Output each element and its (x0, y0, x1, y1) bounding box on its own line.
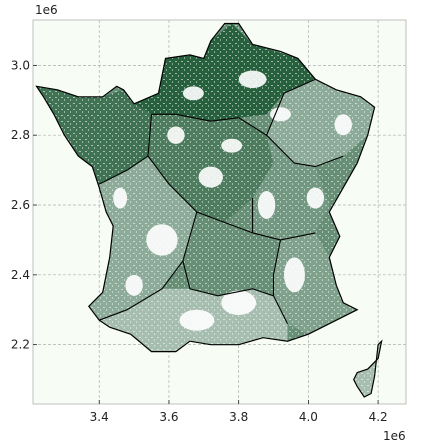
region-border (266, 134, 344, 168)
y-offset-label: 1e6 (35, 3, 58, 17)
low-cover-patch (167, 126, 185, 144)
region-border (272, 239, 282, 296)
low-cover-patch (125, 274, 143, 296)
country-outline (35, 22, 376, 353)
x-tick-label: 3.8 (229, 410, 248, 424)
y-tick-label: 2.4 (11, 268, 30, 282)
x-tick-label: 4.0 (299, 410, 318, 424)
low-cover-patch (198, 166, 223, 188)
y-tick-label: 2.8 (11, 128, 30, 142)
region-border (99, 211, 198, 321)
low-cover-patch (238, 70, 267, 89)
x-offset-label: 1e6 (383, 429, 406, 443)
y-tick-label: 3.0 (11, 58, 30, 72)
corsica-outline (353, 339, 383, 398)
low-cover-patch (283, 257, 305, 293)
low-cover-patch (113, 187, 128, 209)
low-cover-patch (221, 138, 243, 153)
axes-frame (32, 19, 407, 405)
region-border (98, 155, 149, 185)
y-tick-label: 2.6 (11, 198, 30, 212)
low-cover-patch (306, 187, 325, 209)
region-border (151, 78, 316, 137)
x-tick-label: 3.6 (159, 410, 178, 424)
axis-ticks: 3.4 3.6 3.8 4.0 4.2 2.2 2.4 2.6 2.8 3.0 (11, 58, 388, 424)
low-cover-patch (257, 191, 276, 219)
y-tick-label: 2.2 (11, 338, 30, 352)
x-tick-label: 4.2 (369, 410, 388, 424)
x-tick-label: 3.4 (90, 410, 109, 424)
low-cover-patch (334, 114, 352, 136)
low-cover-patch (221, 290, 257, 315)
low-cover-patch (270, 107, 291, 122)
low-cover-patch (182, 86, 204, 101)
region-border (147, 114, 316, 241)
low-cover-patch (179, 309, 215, 331)
region-border (182, 260, 288, 324)
low-cover-patch (146, 224, 178, 256)
